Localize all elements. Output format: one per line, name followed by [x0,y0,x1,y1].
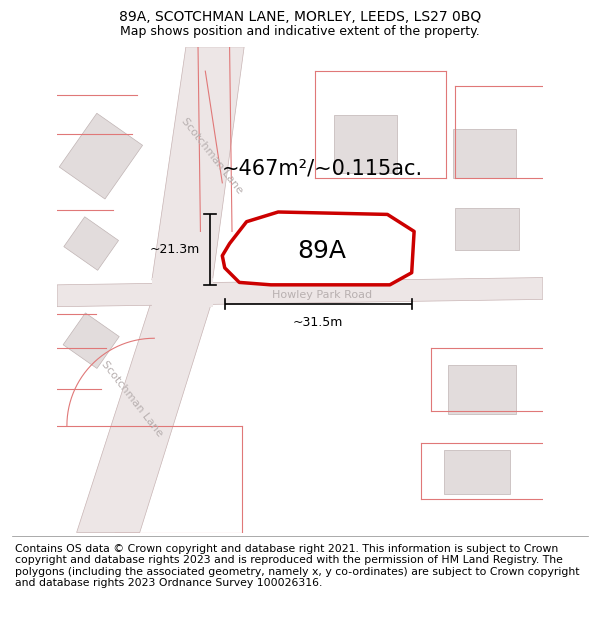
Polygon shape [63,313,119,368]
Polygon shape [455,208,518,249]
Text: ~21.3m: ~21.3m [149,243,199,256]
Polygon shape [273,219,327,263]
Polygon shape [222,212,414,285]
Text: ~467m²/~0.115ac.: ~467m²/~0.115ac. [221,158,422,178]
Polygon shape [57,278,543,307]
Text: Scotchman Lane: Scotchman Lane [179,116,244,196]
Text: Map shows position and indicative extent of the property.: Map shows position and indicative extent… [120,24,480,38]
Text: 89A: 89A [298,239,346,263]
Text: 89A, SCOTCHMAN LANE, MORLEY, LEEDS, LS27 0BQ: 89A, SCOTCHMAN LANE, MORLEY, LEEDS, LS27… [119,10,481,24]
Polygon shape [445,450,510,494]
Polygon shape [448,365,516,414]
Text: Howley Park Road: Howley Park Road [272,289,372,299]
Polygon shape [152,278,212,307]
Text: Contains OS data © Crown copyright and database right 2021. This information is : Contains OS data © Crown copyright and d… [15,544,580,588]
Text: ~31.5m: ~31.5m [293,316,343,329]
Polygon shape [334,115,397,173]
Polygon shape [64,217,119,270]
Polygon shape [453,129,516,178]
Text: Scotchman Lane: Scotchman Lane [100,359,165,439]
Polygon shape [59,113,143,199]
Polygon shape [152,47,244,280]
Polygon shape [77,299,212,532]
